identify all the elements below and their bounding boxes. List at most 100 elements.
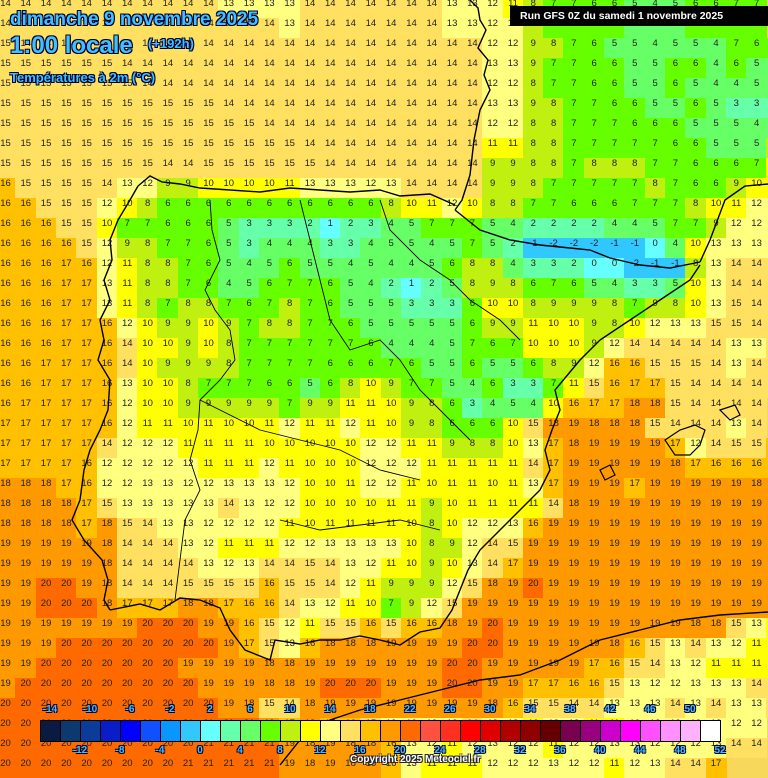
temperature-value: 15 <box>101 498 113 509</box>
temperature-value: 15 <box>101 138 113 149</box>
temperature-value: 20 <box>122 678 133 689</box>
temperature-value: 14 <box>751 418 762 429</box>
temperature-value: 14 <box>304 78 316 89</box>
temperature-value: 19 <box>81 538 92 549</box>
temperature-value: 6 <box>449 418 455 429</box>
legend-tick-top: 46 <box>644 704 656 715</box>
temperature-value: 11 <box>711 658 721 669</box>
temperature-value: 18 <box>284 658 295 669</box>
temperature-value: 5 <box>713 98 719 109</box>
temperature-value: 13 <box>507 58 519 69</box>
temperature-value: 19 <box>588 518 600 529</box>
temperature-value: 4 <box>266 238 273 249</box>
temperature-value: 17 <box>81 338 92 349</box>
temperature-value: 7 <box>185 278 191 289</box>
temperature-value: 7 <box>571 138 577 149</box>
temperature-value: 17 <box>40 378 52 389</box>
temperature-cell <box>218 38 240 58</box>
temperature-value: 7 <box>550 378 557 389</box>
temperature-value: 14 <box>304 58 316 69</box>
temperature-value: 14 <box>325 38 336 49</box>
temperature-value: 14 <box>426 0 438 9</box>
temperature-value: 14 <box>467 98 478 109</box>
temperature-cell <box>238 118 260 138</box>
temperature-value: 20 <box>81 678 92 689</box>
temperature-value: 6 <box>611 198 618 209</box>
temperature-value: 4 <box>368 278 374 289</box>
temperature-value: 3 <box>550 258 557 269</box>
temperature-cell <box>563 138 585 158</box>
temperature-cell <box>0 0 16 18</box>
temperature-value: 12 <box>467 518 478 529</box>
temperature-value: 10 <box>122 198 133 209</box>
temperature-value: 10 <box>264 438 275 449</box>
temperature-cell <box>644 178 666 198</box>
temperature-value: 19 <box>649 518 661 529</box>
temperature-value: 19 <box>710 478 722 489</box>
temperature-value: 8 <box>429 518 435 529</box>
temperature-cell <box>319 118 341 138</box>
temperature-value: 11 <box>122 278 133 289</box>
temperature-value: 10 <box>406 558 417 569</box>
legend-color-box <box>321 721 341 741</box>
temperature-value: 19 <box>61 618 72 629</box>
temperature-value: 7 <box>632 138 638 149</box>
temperature-cell <box>157 38 179 58</box>
temperature-cell <box>421 118 443 138</box>
temperature-value: 16 <box>568 398 580 409</box>
temperature-value: 9 <box>408 398 415 409</box>
temperature-value: 12 <box>385 478 397 489</box>
temperature-value: 17 <box>40 358 52 369</box>
temperature-value: 9 <box>591 298 597 309</box>
temperature-value: 7 <box>693 218 699 229</box>
temperature-value: 9 <box>591 318 597 329</box>
temperature-value: 14 <box>264 38 275 49</box>
temperature-value: 20 <box>101 658 113 669</box>
temperature-value: 12 <box>243 518 255 529</box>
temperature-cell <box>279 0 301 18</box>
temperature-cell <box>218 98 240 118</box>
temperature-value: 14 <box>122 538 133 549</box>
temperature-value: 12 <box>649 318 661 329</box>
temperature-value: 11 <box>426 458 437 469</box>
temperature-value: 14 <box>162 578 174 589</box>
temperature-value: 8 <box>144 198 151 209</box>
temperature-value: 15 <box>731 298 742 309</box>
temperature-value: 13 <box>284 18 295 29</box>
temperature-value: 17 <box>629 378 641 389</box>
temperature-value: 9 <box>408 418 415 429</box>
temperature-value: 10 <box>528 338 539 349</box>
temperature-value: 20 <box>40 658 52 669</box>
temperature-value: 12 <box>507 118 519 129</box>
temperature-cell <box>279 98 301 118</box>
temperature-value: 7 <box>571 78 577 89</box>
temperature-value: 19 <box>649 498 661 509</box>
temperature-value: 19 <box>0 618 11 629</box>
temperature-value: 19 <box>0 558 11 569</box>
temperature-value: 12 <box>122 418 133 429</box>
color-scale-legend <box>40 720 721 742</box>
temperature-value: 7 <box>672 218 679 229</box>
temperature-value: 10 <box>710 198 722 209</box>
temperature-cell <box>35 258 57 278</box>
temperature-cell <box>116 138 138 158</box>
temperature-cell <box>15 38 37 58</box>
temperature-value: 18 <box>264 678 275 689</box>
temperature-value: 12 <box>751 218 762 229</box>
temperature-value: 18 <box>284 678 295 689</box>
temperature-value: 12 <box>629 758 641 769</box>
temperature-cell <box>258 0 280 18</box>
temperature-value: 14 <box>426 58 438 69</box>
temperature-value: 11 <box>325 518 336 529</box>
temperature-value: 15 <box>203 98 214 109</box>
temperature-value: 3 <box>368 218 374 229</box>
legend-tick-top: -14 <box>42 704 58 715</box>
temperature-value: 15 <box>203 118 214 129</box>
temperature-value: -1 <box>610 238 619 249</box>
temperature-cell <box>299 138 321 158</box>
legend-color-box <box>501 721 521 741</box>
temperature-value: 14 <box>731 258 742 269</box>
temperature-value: 16 <box>20 238 32 249</box>
temperature-cell <box>705 58 727 78</box>
temperature-value: 14 <box>385 58 397 69</box>
